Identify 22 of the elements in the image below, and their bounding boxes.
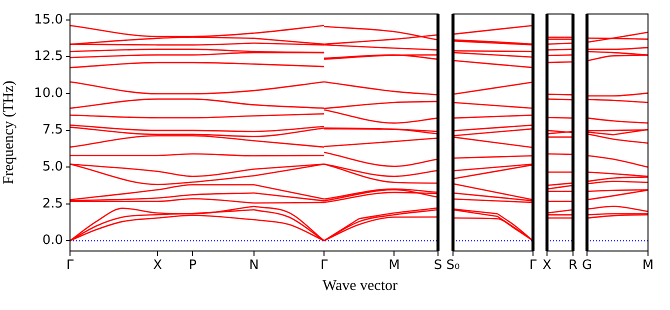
x-tick-label: M <box>388 258 400 274</box>
x-tick-label: N <box>249 258 259 274</box>
y-axis-title: Frequency (THz) <box>0 80 17 184</box>
y-tick-label: 15.0 <box>34 12 63 28</box>
x-tick-label: S₀ <box>446 258 460 274</box>
x-tick-label: Γ <box>529 258 538 274</box>
y-tick-label: 0.0 <box>42 233 63 248</box>
x-tick-label: G <box>582 258 592 274</box>
y-tick-label: 10.0 <box>34 86 63 101</box>
x-tick-label: R <box>568 258 578 274</box>
x-axis-title: Wave vector <box>322 278 398 295</box>
x-tick-label: X <box>153 258 162 274</box>
x-tick-label: P <box>188 258 197 274</box>
x-tick-label: X <box>542 258 552 274</box>
x-tick-label: S <box>434 258 442 274</box>
y-tick-label: 7.5 <box>42 122 63 138</box>
x-tick-label: M <box>642 258 654 274</box>
x-tick-label: Γ <box>66 258 74 274</box>
y-tick-label: 2.5 <box>42 196 63 212</box>
y-tick-label: 12.5 <box>34 49 63 64</box>
y-tick-label: 5.0 <box>42 159 63 174</box>
x-tick-label: Γ <box>320 258 328 274</box>
